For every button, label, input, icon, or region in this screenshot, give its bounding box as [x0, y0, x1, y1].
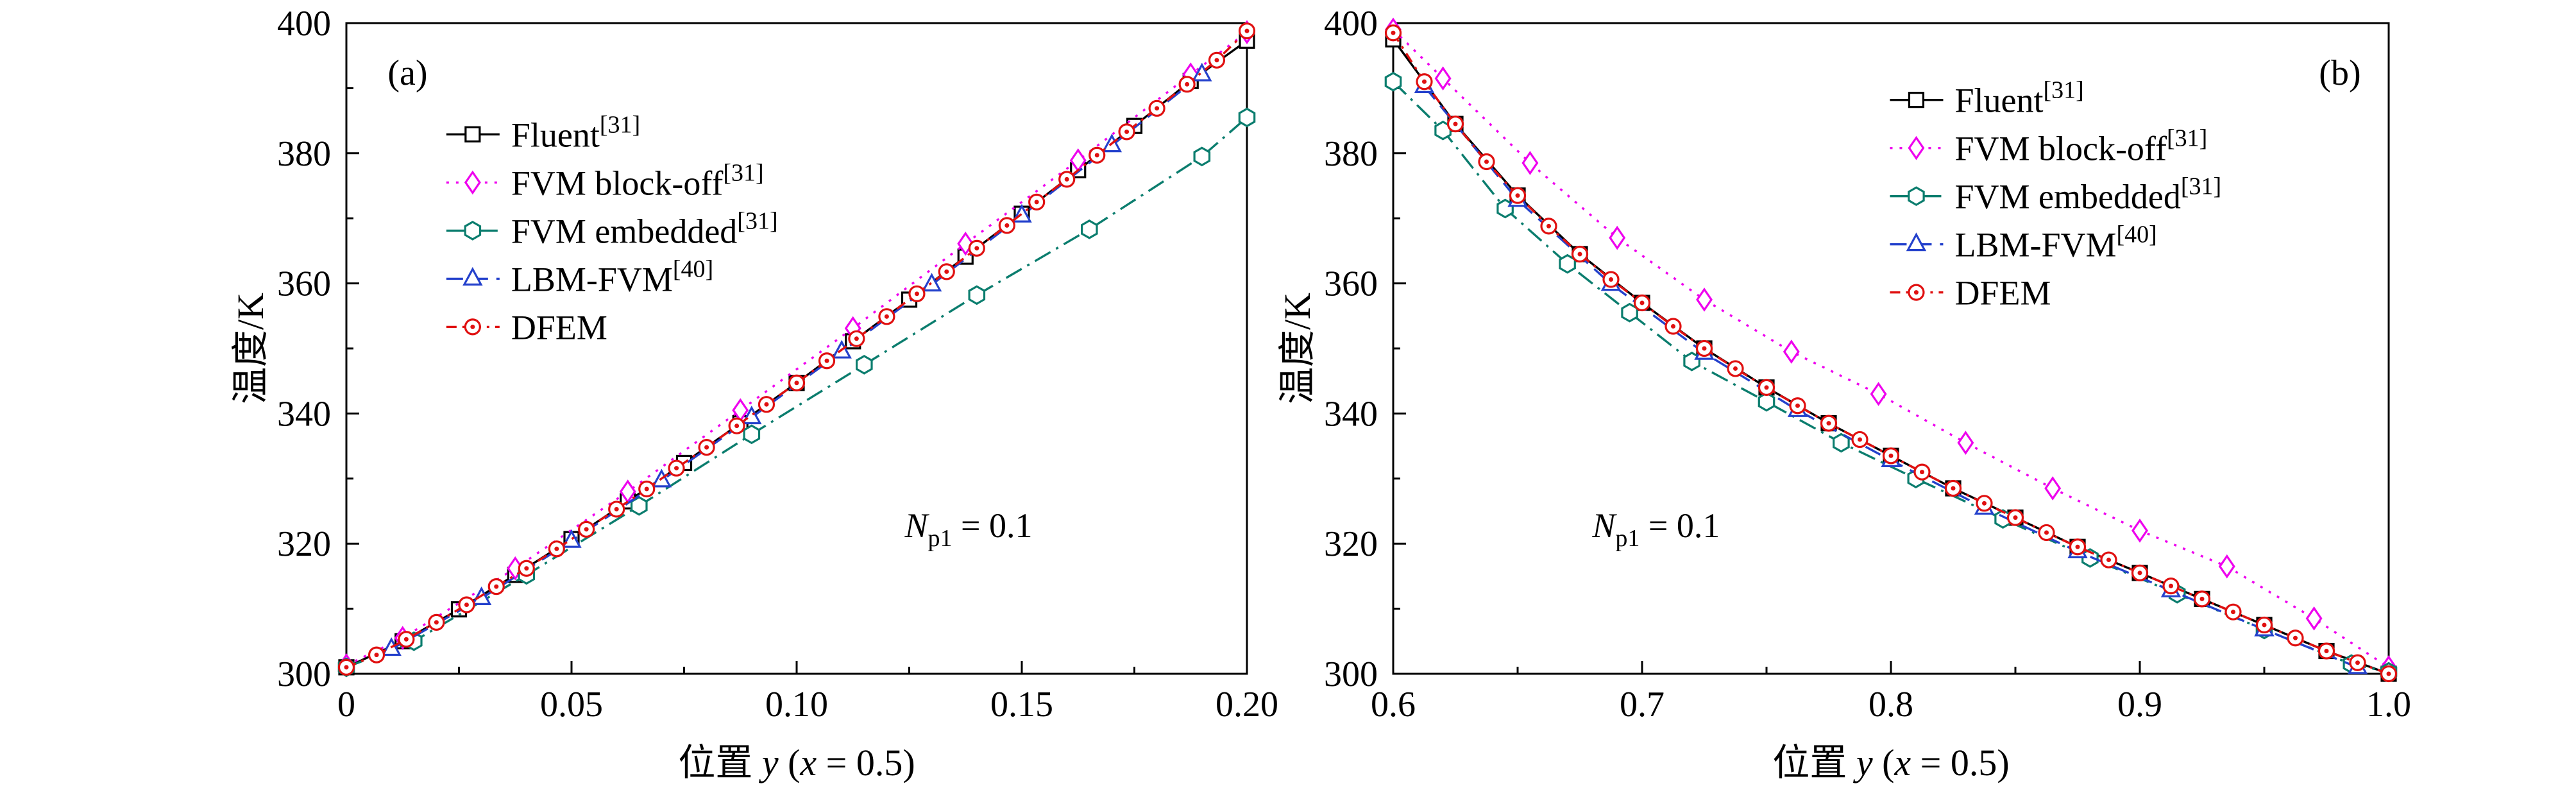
legend-label-lbm-fvm: LBM-FVM[40]: [511, 255, 713, 298]
series-line-dfem: [1392, 32, 2389, 675]
x-axis-title: 位置 y (x = 0.5): [678, 742, 915, 784]
y-tick-label: 380: [277, 134, 331, 174]
y-tick-label: 320: [277, 524, 331, 564]
y-tick-label: 340: [277, 394, 331, 434]
series-markers-dfem: [337, 22, 1256, 676]
series-fvm-block-off: [338, 20, 1255, 678]
y-tick-label: 380: [1324, 134, 1378, 174]
legend-item-lbm-fvm: LBM-FVM[40]: [446, 255, 713, 298]
annotation-np1: Np1 = 0.1: [1591, 506, 1720, 552]
series-markers-lbm-fvm: [381, 62, 1212, 656]
series-line-fvm-embedded: [1392, 81, 2389, 673]
annotation-np1: Np1 = 0.1: [904, 506, 1032, 552]
series-line-fluent: [1392, 39, 2389, 675]
series-markers-dfem: [1384, 24, 2398, 683]
y-axis-title: 温度/K: [230, 293, 271, 404]
legend-label-fvm-block-off: FVM block-off[31]: [1954, 125, 2207, 168]
legend-item-fluent: Fluent[31]: [446, 111, 640, 154]
series-fvm-block-off: [1385, 17, 2397, 680]
x-tick-label: 0: [337, 685, 355, 724]
panel-a: 0 0.05 0.10 0.15 0.20 300 320 340 360 380 400 Fluen…: [230, 4, 1278, 784]
legend-label-dfem: DFEM: [1954, 274, 2051, 313]
x-tick-label: 0.10: [765, 685, 828, 724]
series-markers-fvm-embedded: [337, 107, 1256, 678]
legend-item-dfem: DFEM: [446, 308, 607, 347]
y-tick-label: 340: [1324, 394, 1378, 434]
legend-label-fluent: Fluent[31]: [511, 111, 640, 154]
legend-label-fvm-embedded: FVM embedded[31]: [511, 207, 778, 250]
legend-item-lbm-fvm: LBM-FVM[40]: [1890, 221, 2157, 264]
panel-b-ticks: 0.6 0.7 0.8 0.9 1.0 300 320 340 360 380 400: [1324, 4, 2411, 724]
series-dfem: [1384, 24, 2398, 683]
legend-item-fvm-embedded: FVM embedded[31]: [446, 207, 778, 250]
x-tick-label: 0.7: [1620, 685, 1665, 724]
series-lbm-fvm: [1414, 74, 2368, 674]
axes-box: [345, 22, 1248, 675]
legend-item-dfem: DFEM: [1890, 274, 2051, 313]
panel-label: (a): [387, 53, 427, 93]
series-markers-fvm-block-off: [1385, 17, 2397, 680]
series-line-fvm-block-off: [346, 31, 1248, 667]
y-tick-label: 300: [277, 655, 331, 694]
y-tick-label: 300: [1324, 655, 1378, 694]
series-fvm-embedded: [337, 107, 1256, 678]
axes-box: [1392, 22, 2390, 675]
panel-label: (b): [2319, 53, 2360, 93]
legend-label-dfem: DFEM: [511, 308, 607, 347]
y-axis-title: 温度/K: [1276, 293, 1318, 404]
x-tick-label: 0.9: [2117, 685, 2162, 724]
panel-b: 0.6 0.7 0.8 0.9 1.0 300 320 340 360 380 400 Fluent[…: [1276, 4, 2411, 784]
series-markers-fluent: [1385, 31, 2397, 682]
x-axis-title: 位置 y (x = 0.5): [1772, 742, 2009, 784]
series-line-fvm-block-off: [1392, 28, 2389, 669]
y-tick-label: 320: [1324, 524, 1378, 564]
legend-item-fvm-embedded: FVM embedded[31]: [1890, 173, 2221, 216]
panel-b-legend: Fluent[31] FVM block-off[31] FVM embedded[…: [1890, 77, 2221, 313]
y-tick-label: 360: [1324, 264, 1378, 304]
legend-label-lbm-fvm: LBM-FVM[40]: [1954, 221, 2157, 264]
series-lbm-fvm: [381, 62, 1212, 656]
y-tick-label: 360: [277, 264, 331, 304]
x-tick-label: 0.20: [1216, 685, 1278, 724]
legend-label-fvm-block-off: FVM block-off[31]: [511, 159, 764, 202]
legend-item-fvm-block-off: FVM block-off[31]: [446, 159, 764, 202]
x-tick-label: 1.0: [2366, 685, 2411, 724]
panel-a-legend: Fluent[31] FVM block-off[31] FVM embedded[…: [446, 111, 778, 347]
x-tick-label: 0.8: [1868, 685, 1913, 724]
x-tick-label: 0.6: [1371, 685, 1416, 724]
x-tick-label: 0.15: [990, 685, 1053, 724]
legend-label-fluent: Fluent[31]: [1954, 77, 2083, 120]
legend-label-fvm-embedded: FVM embedded[31]: [1954, 173, 2221, 216]
x-tick-label: 0.05: [540, 685, 603, 724]
series-dfem: [337, 22, 1256, 676]
panel-a-ticks: 0 0.05 0.10 0.15 0.20 300 320 340 360 380 400: [277, 4, 1278, 724]
legend-item-fvm-block-off: FVM block-off[31]: [1890, 125, 2207, 168]
series-markers-lbm-fvm: [1414, 74, 2368, 674]
y-tick-label: 400: [277, 4, 331, 44]
series-fluent: [1385, 31, 2397, 682]
series-line-fvm-embedded: [346, 116, 1248, 669]
legend-item-fluent: Fluent[31]: [1890, 77, 2084, 120]
series-markers-fvm-block-off: [338, 20, 1255, 678]
series-line-dfem: [346, 30, 1248, 669]
y-tick-label: 400: [1324, 4, 1378, 44]
